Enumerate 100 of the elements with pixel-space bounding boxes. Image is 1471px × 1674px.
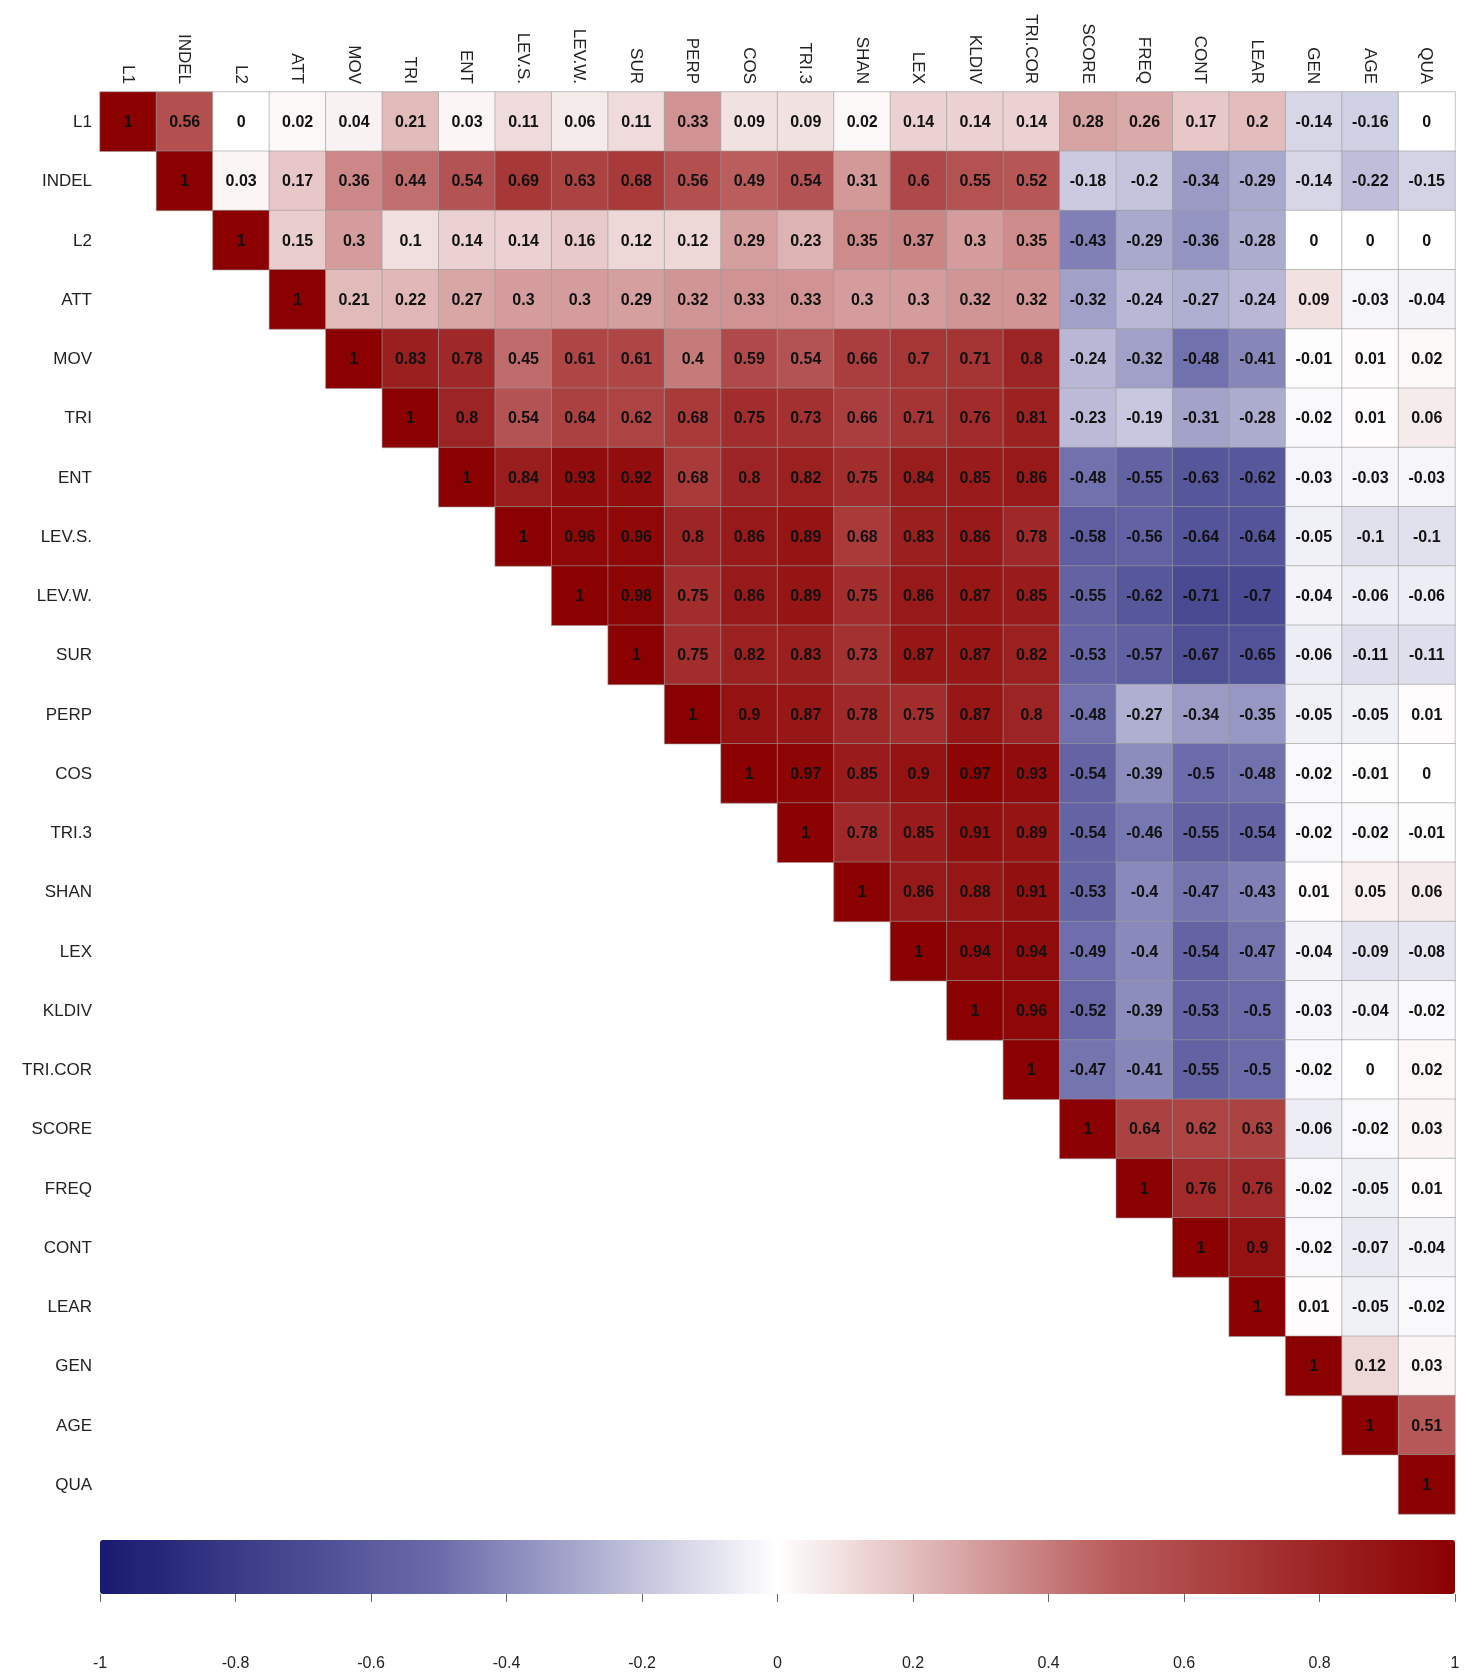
data-label: 0.03 xyxy=(451,113,483,131)
data-label: -0.67 xyxy=(1182,646,1220,664)
data-label: -0.01 xyxy=(1408,824,1446,842)
data-label: -0.03 xyxy=(1408,468,1446,486)
data-label: -0.1 xyxy=(1356,527,1385,545)
data-label: -0.02 xyxy=(1295,824,1333,842)
data-label: -0.06 xyxy=(1295,646,1333,664)
data-label: 0.6 xyxy=(907,172,930,190)
data-label: -0.54 xyxy=(1069,764,1107,782)
data-label: -0.48 xyxy=(1069,705,1107,723)
data-label: 0.01 xyxy=(1298,883,1330,901)
data-label: 0.75 xyxy=(903,705,935,723)
data-label: 0.97 xyxy=(790,764,822,782)
x-tick-label: GEN xyxy=(1304,47,1324,84)
data-label: -0.63 xyxy=(1182,468,1220,486)
data-label: 0.02 xyxy=(282,113,314,131)
data-label: 0.31 xyxy=(846,172,878,190)
data-label: 0 xyxy=(1365,1061,1375,1079)
data-label: 0.03 xyxy=(1411,1357,1443,1375)
data-label: -0.29 xyxy=(1239,172,1276,190)
data-label: -0.71 xyxy=(1182,587,1220,605)
data-label: -0.55 xyxy=(1182,1061,1220,1079)
data-label: 0.11 xyxy=(508,113,539,131)
y-tick-label: TRI.COR xyxy=(22,1060,92,1080)
data-label: 0.14 xyxy=(451,231,483,249)
data-label: -0.23 xyxy=(1069,409,1107,427)
color-bar-label: -0.4 xyxy=(492,1653,521,1671)
data-label: -0.08 xyxy=(1408,942,1446,960)
data-label: 0.21 xyxy=(338,290,370,308)
data-label: 0.94 xyxy=(959,942,991,960)
y-tick-label: MOV xyxy=(53,349,93,369)
color-bar-label: 1 xyxy=(1450,1653,1460,1671)
data-label: 0.14 xyxy=(507,231,540,249)
data-label: 0.85 xyxy=(959,468,991,486)
data-label: -0.64 xyxy=(1239,527,1276,545)
data-label: -0.57 xyxy=(1126,646,1163,664)
data-label: -0.53 xyxy=(1182,1001,1220,1019)
data-label: 0.21 xyxy=(394,113,427,131)
data-label: 0.56 xyxy=(169,113,201,131)
data-label: 0.82 xyxy=(1015,646,1048,664)
data-label: 0.84 xyxy=(507,468,540,486)
x-tick-label: FREQ xyxy=(1134,36,1154,84)
data-label: 0.51 xyxy=(1411,1416,1443,1434)
data-label: -0.24 xyxy=(1126,290,1163,308)
data-label: -0.04 xyxy=(1408,290,1446,308)
data-label: 0.33 xyxy=(677,113,709,131)
data-label: 0.03 xyxy=(225,172,257,190)
y-tick-label: SHAN xyxy=(44,882,92,902)
data-label: 0.54 xyxy=(790,350,822,368)
data-label: 0.3 xyxy=(568,290,592,308)
data-label: -0.11 xyxy=(1408,646,1445,664)
data-label: -0.14 xyxy=(1295,113,1333,131)
data-label: 0.73 xyxy=(790,409,822,427)
data-label: 0.78 xyxy=(846,824,878,842)
x-tick-label: L2 xyxy=(231,65,251,84)
x-tick-label: LEX xyxy=(909,51,929,84)
data-label: 0.86 xyxy=(733,527,765,545)
data-label: -0.55 xyxy=(1069,587,1107,605)
y-tick-label: TRI.3 xyxy=(50,823,92,843)
data-label: 0.8 xyxy=(1020,350,1043,368)
data-label: 1 xyxy=(914,942,924,960)
data-label: 0.83 xyxy=(903,527,935,545)
data-label: 0.01 xyxy=(1298,1298,1330,1316)
data-label: 0.3 xyxy=(907,290,930,308)
data-label: 1 xyxy=(970,1001,980,1019)
data-label: 0.66 xyxy=(846,409,878,427)
y-tick-label: INDEL xyxy=(41,171,92,191)
data-label: 0.76 xyxy=(1185,1179,1217,1197)
data-label: -0.34 xyxy=(1182,172,1220,190)
data-label: 0.88 xyxy=(959,883,991,901)
data-label: 0 xyxy=(1422,113,1432,131)
data-label: -0.41 xyxy=(1239,350,1276,368)
data-label: -0.05 xyxy=(1295,705,1333,723)
data-label: -0.03 xyxy=(1352,468,1389,486)
data-label: 0.37 xyxy=(903,231,935,249)
data-label: 0.23 xyxy=(790,231,822,249)
color-bar-label: -0.2 xyxy=(628,1653,656,1671)
data-label: 1 xyxy=(1140,1179,1150,1197)
data-label: 1 xyxy=(857,883,867,901)
data-label: -0.01 xyxy=(1352,764,1389,782)
data-label: -0.65 xyxy=(1239,646,1276,664)
data-label: 1 xyxy=(688,705,698,723)
y-tick-label: GEN xyxy=(55,1356,92,1376)
data-label: -0.02 xyxy=(1295,1061,1333,1079)
data-label: 0.12 xyxy=(677,231,709,249)
y-tick-label: LEV.W. xyxy=(36,586,92,606)
data-label: 0.71 xyxy=(903,409,935,427)
data-label: 0.82 xyxy=(790,468,822,486)
data-label: 1 xyxy=(349,350,359,368)
data-label: -0.02 xyxy=(1295,764,1333,782)
data-label: 0.89 xyxy=(1015,824,1048,842)
data-label: -0.35 xyxy=(1239,705,1276,723)
color-bar-label: -1 xyxy=(92,1653,108,1671)
data-label: -0.62 xyxy=(1126,587,1163,605)
data-label: -0.02 xyxy=(1352,824,1389,842)
y-tick-label: LEAR xyxy=(47,1297,92,1317)
data-label: 0.45 xyxy=(507,350,540,368)
data-label: 0.09 xyxy=(733,113,765,131)
data-label: 0.64 xyxy=(1128,1120,1161,1138)
data-label: 1 xyxy=(406,409,416,427)
